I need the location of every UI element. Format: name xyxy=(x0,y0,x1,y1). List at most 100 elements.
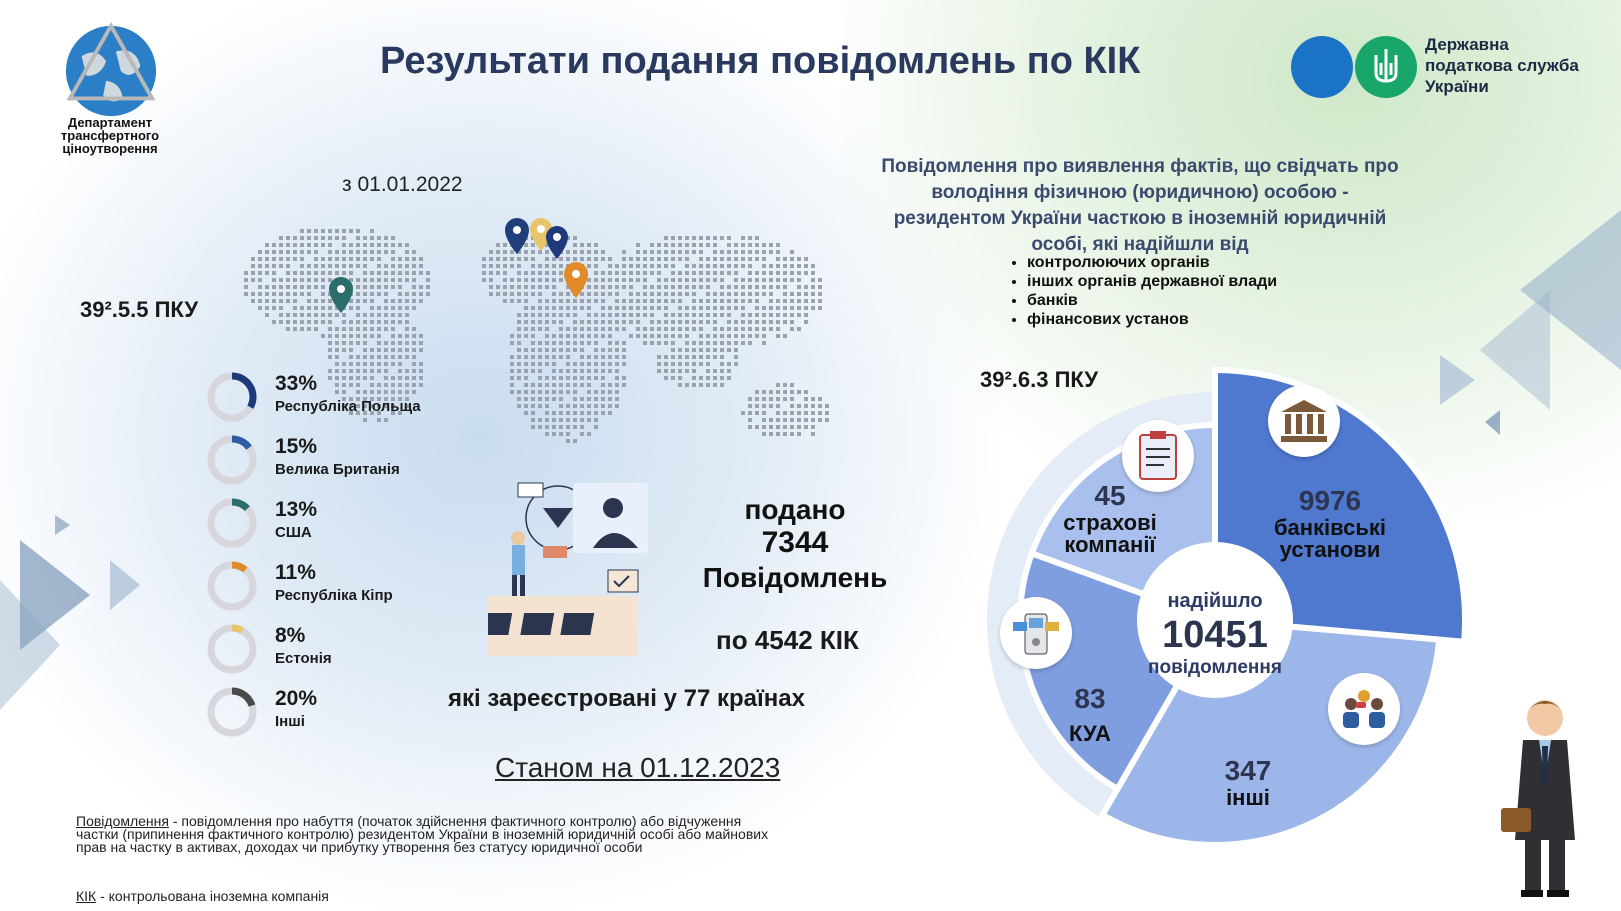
map-dot xyxy=(748,404,752,408)
map-dot xyxy=(734,355,738,359)
map-dot xyxy=(342,334,346,338)
map-dot xyxy=(699,250,703,254)
map-dot xyxy=(678,348,682,352)
map-dot xyxy=(573,313,577,317)
map-dot xyxy=(692,292,696,296)
map-dot xyxy=(685,348,689,352)
map-dot xyxy=(566,355,570,359)
map-dot xyxy=(349,299,353,303)
since-date: з 01.01.2022 xyxy=(342,173,463,196)
map-dot xyxy=(783,299,787,303)
map-dot xyxy=(377,257,381,261)
map-dot xyxy=(699,341,703,345)
map-dot xyxy=(699,313,703,317)
map-dot xyxy=(629,278,633,282)
map-dot xyxy=(377,243,381,247)
map-dot xyxy=(580,355,584,359)
map-dot xyxy=(748,264,752,268)
map-dot xyxy=(727,348,731,352)
map-dot xyxy=(601,404,605,408)
map-dot xyxy=(258,271,262,275)
map-dot xyxy=(720,376,724,380)
map-dot xyxy=(503,257,507,261)
map-dot xyxy=(734,257,738,261)
map-dot xyxy=(601,320,605,324)
map-dot xyxy=(587,341,591,345)
map-dot xyxy=(531,418,535,422)
map-dot xyxy=(692,341,696,345)
map-dot xyxy=(671,334,675,338)
map-dot xyxy=(748,418,752,422)
map-dot xyxy=(391,299,395,303)
map-dot xyxy=(622,383,626,387)
agency-name-text: Державна податкова служба України xyxy=(1425,35,1579,96)
country-name: Інші xyxy=(275,713,305,730)
map-dot xyxy=(314,320,318,324)
map-dot xyxy=(552,376,556,380)
map-dot xyxy=(573,411,577,415)
map-dot xyxy=(706,306,710,310)
map-dot xyxy=(566,306,570,310)
map-dot xyxy=(419,376,423,380)
map-dot xyxy=(825,411,829,415)
map-dot xyxy=(615,376,619,380)
source-bullet-item: інших органів державної влади xyxy=(1027,272,1277,291)
kik-definition: КІК - контрольована іноземна компанія xyxy=(76,888,329,904)
map-dot xyxy=(615,397,619,401)
map-dot xyxy=(328,306,332,310)
map-dot xyxy=(405,264,409,268)
map-dot xyxy=(538,369,542,373)
map-dot xyxy=(636,334,640,338)
map-dot xyxy=(755,299,759,303)
map-dot xyxy=(531,327,535,331)
map-dot xyxy=(503,271,507,275)
map-dot xyxy=(370,236,374,240)
map-dot xyxy=(391,236,395,240)
map-dot xyxy=(664,285,668,289)
map-dot xyxy=(377,334,381,338)
map-dot xyxy=(769,432,773,436)
map-dot xyxy=(279,257,283,261)
map-dot xyxy=(706,355,710,359)
map-dot xyxy=(685,264,689,268)
map-dot xyxy=(307,250,311,254)
map-dot xyxy=(678,278,682,282)
map-dot xyxy=(713,369,717,373)
country-item: 13% США xyxy=(205,496,465,552)
map-dot xyxy=(531,320,535,324)
map-dot xyxy=(713,292,717,296)
map-dot xyxy=(531,425,535,429)
map-dot xyxy=(727,306,731,310)
map-dot xyxy=(664,362,668,366)
map-dot xyxy=(580,411,584,415)
map-dot xyxy=(384,243,388,247)
map-dot xyxy=(783,390,787,394)
country-item: 15% Велика Британія xyxy=(205,433,465,489)
submitted-line3: Повідомлень xyxy=(702,562,888,593)
map-dot xyxy=(699,285,703,289)
map-dot xyxy=(804,404,808,408)
map-dot xyxy=(300,236,304,240)
decorative-triangles-left xyxy=(0,515,140,710)
map-dot xyxy=(251,292,255,296)
map-dot xyxy=(573,257,577,261)
map-dot xyxy=(377,341,381,345)
map-dot xyxy=(566,425,570,429)
map-dot xyxy=(748,327,752,331)
map-dot xyxy=(692,369,696,373)
map-dot xyxy=(790,257,794,261)
map-dot xyxy=(335,348,339,352)
map-dot xyxy=(552,264,556,268)
map-dot xyxy=(552,334,556,338)
map-dot xyxy=(776,390,780,394)
map-dot xyxy=(258,250,262,254)
department-name: Департамент трансфертного ціноутворення xyxy=(60,115,160,156)
map-dot xyxy=(608,306,612,310)
map-dot xyxy=(755,292,759,296)
map-dot xyxy=(559,341,563,345)
map-dot xyxy=(489,271,493,275)
map-dot xyxy=(650,292,654,296)
map-dot xyxy=(734,285,738,289)
map-dot xyxy=(384,299,388,303)
map-dot xyxy=(587,334,591,338)
